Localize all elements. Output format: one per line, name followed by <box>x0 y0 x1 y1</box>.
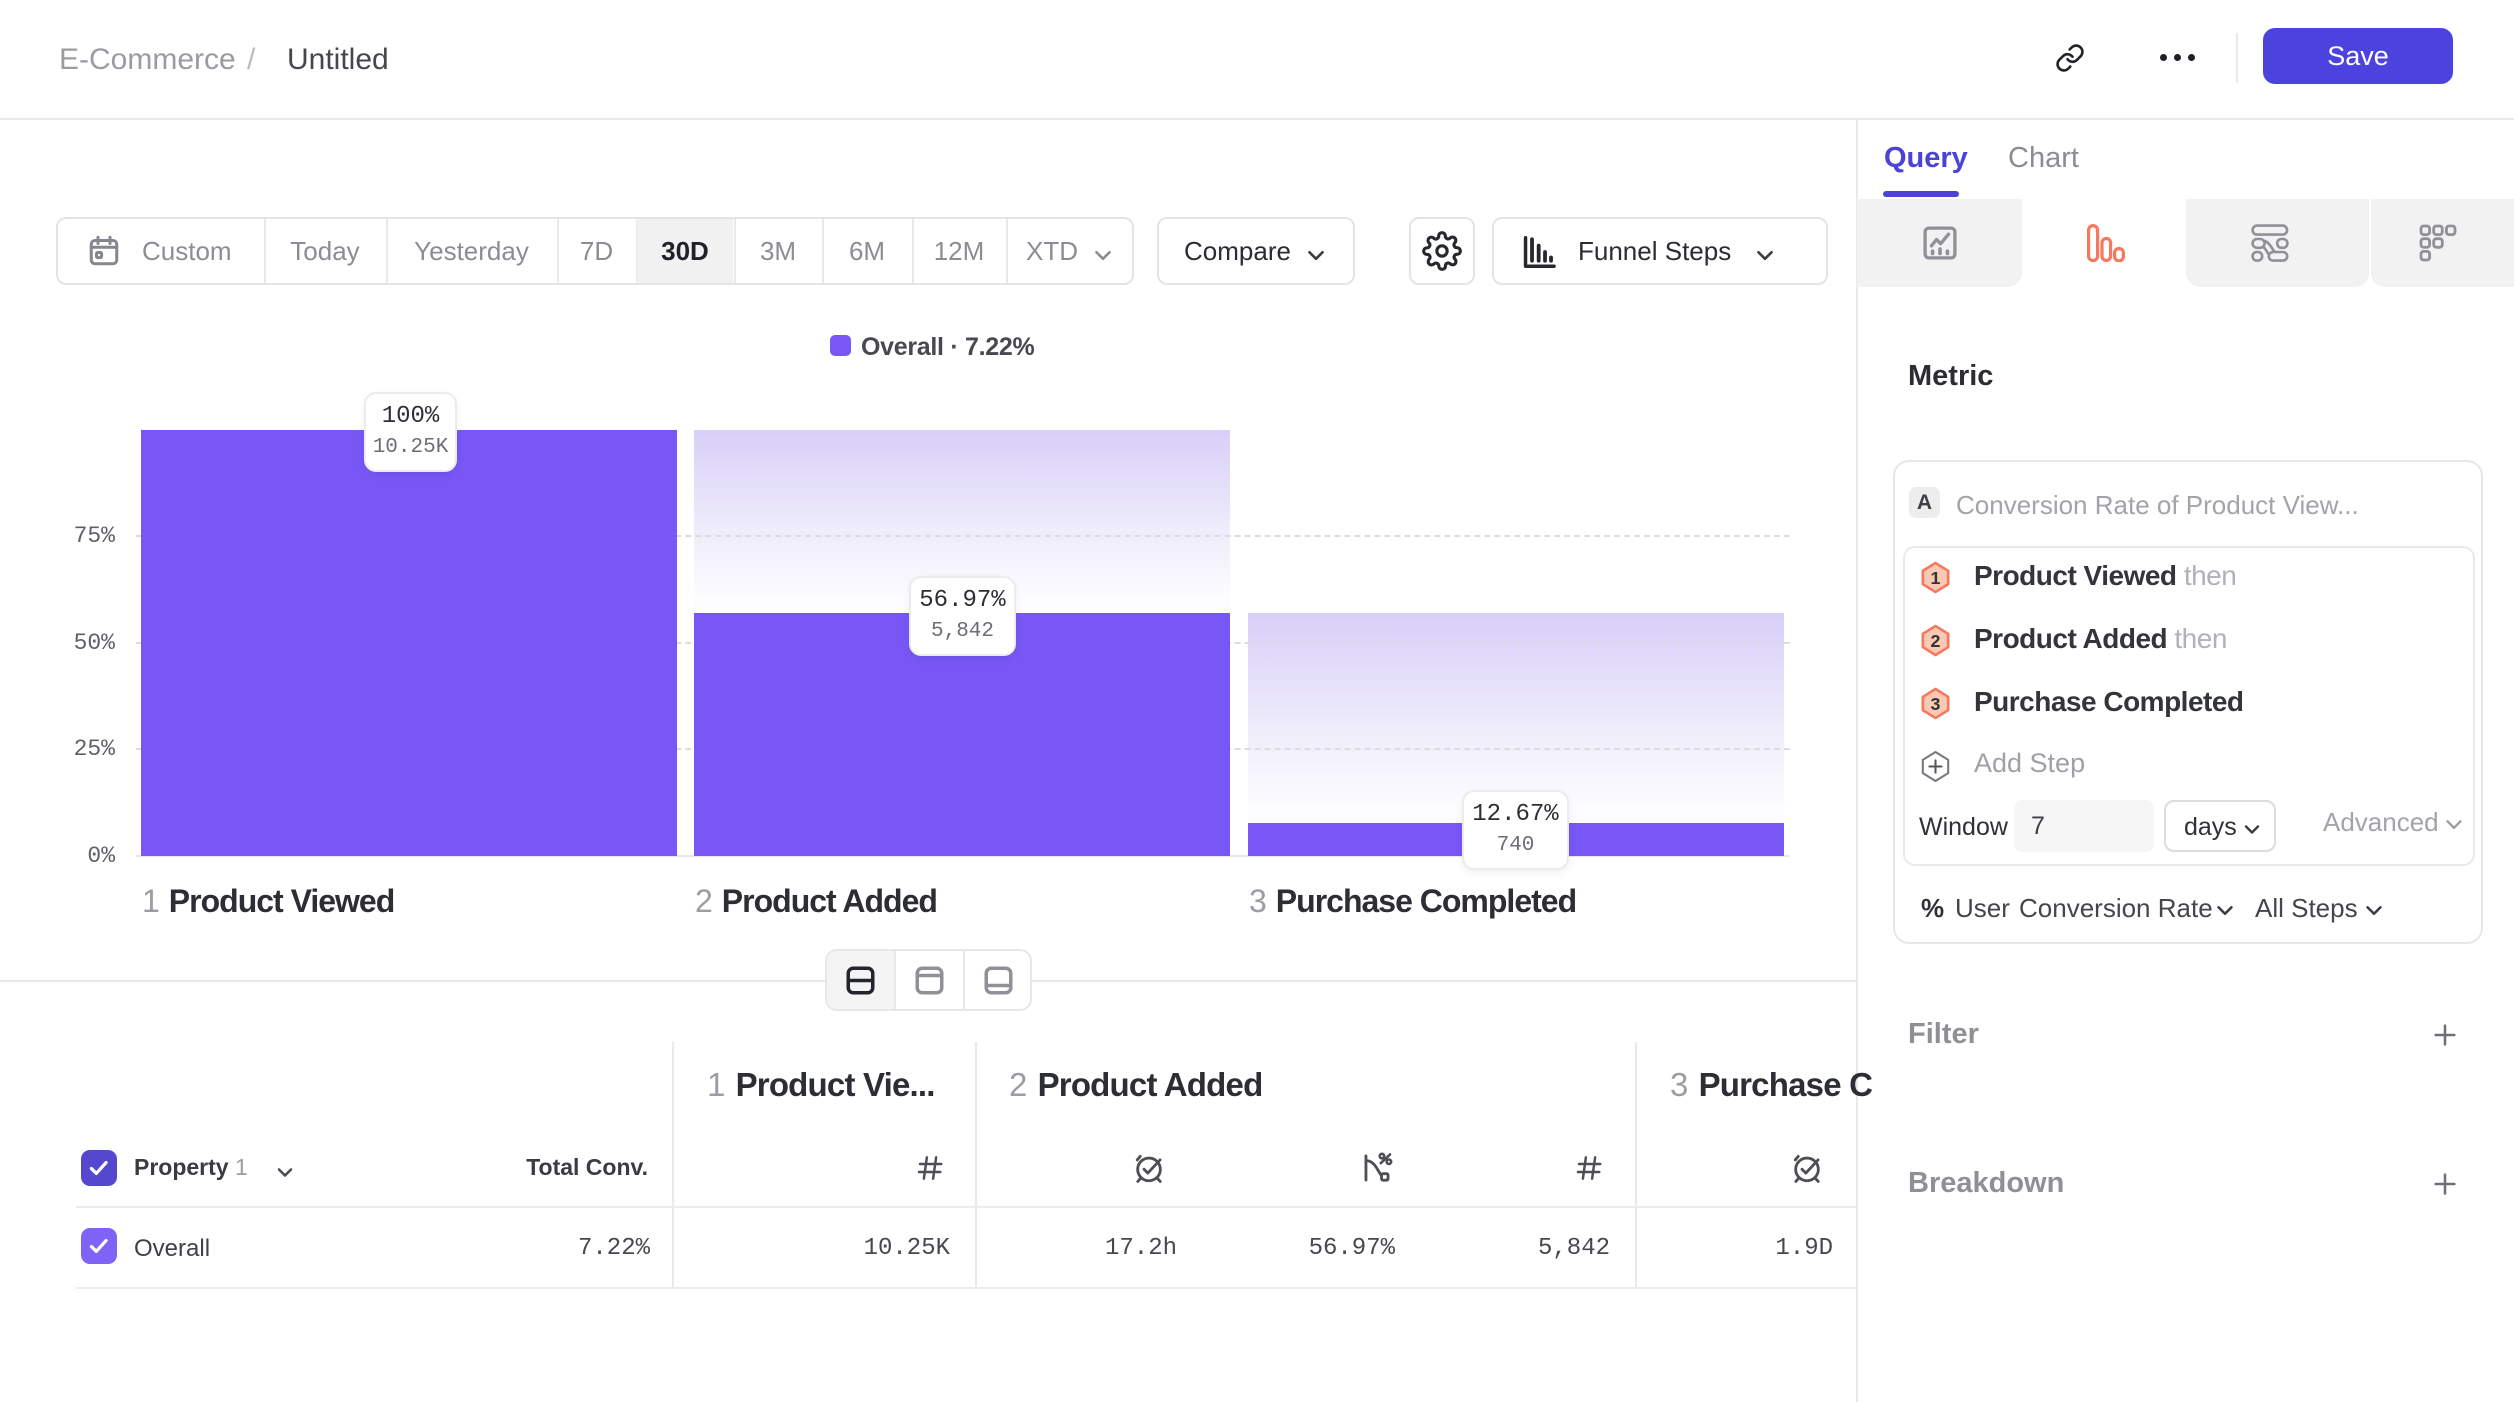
svg-text:1: 1 <box>1931 568 1941 588</box>
svg-text:3: 3 <box>1931 694 1941 714</box>
svg-text:2: 2 <box>1931 631 1941 651</box>
